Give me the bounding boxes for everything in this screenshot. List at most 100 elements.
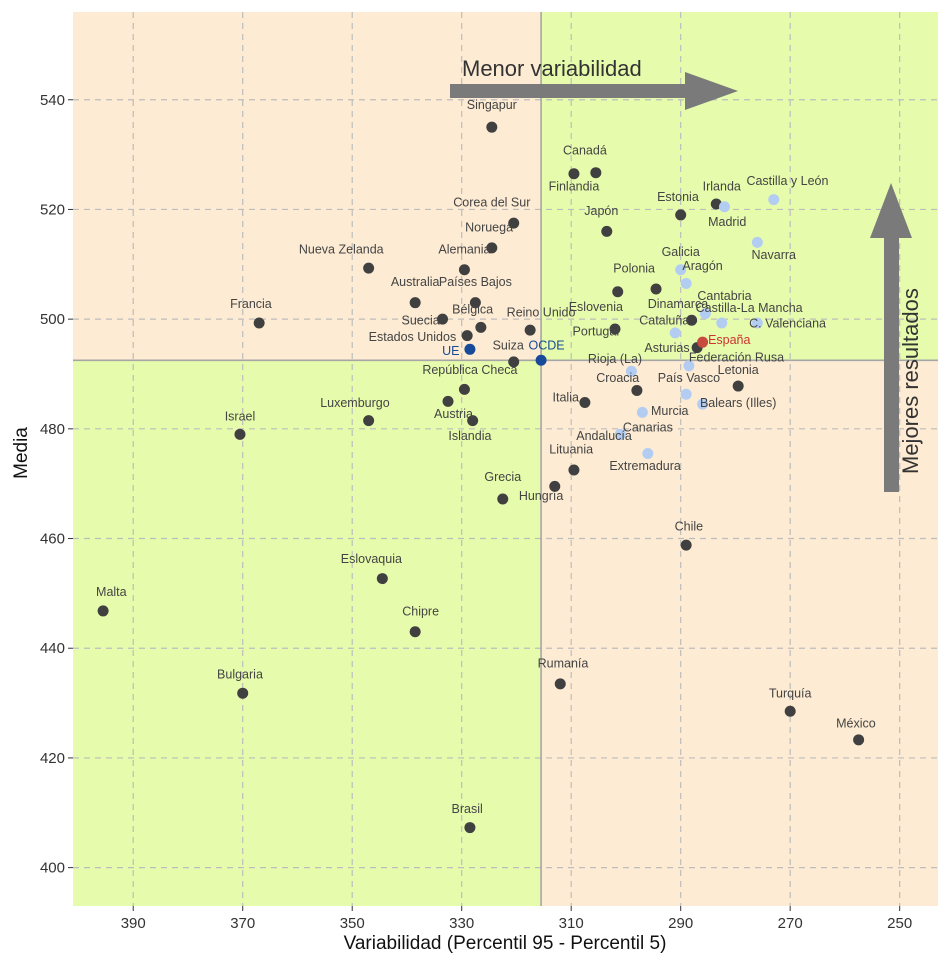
x-tick-label: 310 [559,915,584,932]
label-finlandia: Finlandia [549,179,600,193]
label-chile: Chile [675,519,704,533]
point-islandia [467,415,479,427]
label-austria: Austria [434,407,473,421]
x-tick-label: 390 [121,915,146,932]
arrow-up-icon [870,183,912,492]
label-eslovaquia: Eslovaquia [341,552,402,566]
annotation-mejores-resultados: Mejores resultados [898,288,923,474]
label-islandia: Islandia [448,429,491,443]
quadrant-top-right [541,12,938,361]
point-brasil [464,822,476,834]
label-ue: UE [442,344,459,358]
label-lituania: Lituania [549,443,593,457]
label-eslovenia: Eslovenia [569,300,623,314]
label-canada: Canadá [563,144,607,158]
point-finlandia [590,167,602,179]
point-italia [579,397,591,409]
point-chile [680,539,692,551]
y-tick-label: 440 [40,640,65,657]
label-italia: Italia [553,390,579,404]
x-tick-label: 350 [340,915,365,932]
point-francia [253,317,265,329]
y-tick-label: 540 [40,92,65,109]
point-galicia [675,264,687,276]
label-aragon: Aragón [682,259,722,273]
label-rumania: Rumanía [538,656,589,670]
point-noruega [486,242,498,254]
point-hungria [549,480,561,492]
point-dinamarca [686,314,698,326]
label-rioja-la: Rioja (La) [588,352,642,366]
label-corea-del-sur: Corea del Sur [453,196,530,210]
point-rioja-la [625,365,637,377]
point-alemania [458,264,470,276]
point-castilla-y-leon [768,194,780,206]
point-australia [409,297,421,309]
label-letonia: Letonia [718,363,759,377]
label-mexico: México [836,717,876,731]
label-luxemburgo: Luxemburgo [320,396,390,410]
annotation-arrows: Menor variabilidad Mejores resultados [450,56,923,492]
point-israel [234,428,246,440]
quadrant-bottom-left [73,360,542,906]
quadrant-top-left [73,12,542,361]
label-asturias: Asturias [644,341,689,355]
point-mexico [853,734,865,746]
data-points [97,121,865,834]
point-portugal [609,323,621,335]
point-belgica [475,321,487,333]
point-grecia [497,493,509,505]
point-paises-bajos [469,297,481,309]
point-letonia [732,380,744,392]
gridlines [73,12,938,906]
label-japon: Japón [584,204,618,218]
point-polonia [650,283,662,295]
label-c-valenciana: C. Valenciana [749,316,826,330]
reference-lines [73,12,938,906]
label-dinamarca: Dinamarca [648,297,708,311]
point-ocde [535,354,547,366]
point-estonia [675,209,687,221]
point-aragon [680,277,692,289]
label-estonia: Estonia [657,190,699,204]
label-grecia: Grecia [484,470,521,484]
point-eslovaquia [376,573,388,585]
label-noruega: Noruega [465,220,513,234]
y-tick-label: 420 [40,750,65,767]
point-estados-unidos [461,330,473,342]
point-pais-vasco [680,388,692,400]
label-andalucia: Andalucía [576,429,632,443]
point-c-valenciana [751,317,763,329]
y-tick-label: 480 [40,421,65,438]
label-balears-illes: Balears (Illes) [700,396,776,410]
point-asturias [683,360,695,372]
point-singapur [486,121,498,133]
point-cantabria [699,308,711,320]
annotation-menor-variabilidad: Menor variabilidad [462,56,642,81]
point-espana [697,336,709,348]
point-murcia [636,406,648,418]
label-nueva-zelanda: Nueva Zelanda [299,242,384,256]
point-suecia [437,313,449,325]
point-reino-unido [524,324,536,336]
label-croacia: Croacia [596,371,639,385]
label-polonia: Polonia [613,262,655,276]
point-chipre [409,626,421,638]
label-madrid: Madrid [708,215,746,229]
point-extremadura [642,448,654,460]
label-francia: Francia [230,297,272,311]
label-portugal: Portugal [573,325,620,339]
label-murcia: Murcia [651,404,689,418]
x-tick-label: 330 [449,915,474,932]
label-extremadura: Extremadura [609,459,681,473]
point-madrid [718,201,730,213]
label-suiza: Suiza [493,338,524,352]
label-federacion-rusa: Federación Rusa [689,350,784,364]
point-turquia [784,705,796,717]
point-republica-checa [458,383,470,395]
point-labels: Singapur Canadá Finlandia Corea del Sur Japó… [96,98,876,816]
point-suiza [508,356,520,368]
point-navarra [751,236,763,248]
point-lituania [568,464,580,476]
label-estados-unidos: Estados Unidos [369,330,457,344]
